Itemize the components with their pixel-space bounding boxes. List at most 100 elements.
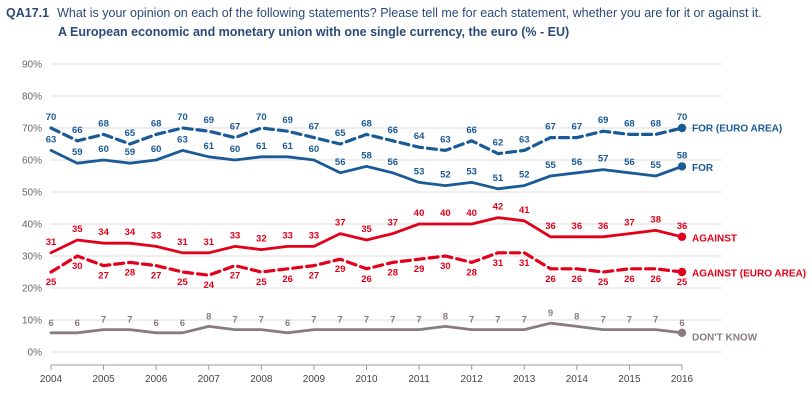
data-label: 7 xyxy=(311,315,316,326)
series-label-for-euro-area: FOR (EURO AREA) xyxy=(692,124,782,135)
x-tick-label: 2014 xyxy=(566,374,589,385)
data-label: 56 xyxy=(624,157,635,168)
y-tick-label: 20% xyxy=(22,284,42,295)
data-label: 33 xyxy=(309,230,320,241)
data-label: 6 xyxy=(154,318,159,329)
data-label: 40 xyxy=(466,208,477,219)
x-tick-label: 2016 xyxy=(671,374,694,385)
data-label: 7 xyxy=(232,315,237,326)
x-tick-label: 2005 xyxy=(92,374,115,385)
series-line-for xyxy=(49,148,684,191)
series-line-don-t-know xyxy=(49,321,684,335)
data-label: 8 xyxy=(443,311,448,322)
data-label: 30 xyxy=(440,261,451,272)
data-label: 66 xyxy=(466,125,477,136)
data-label: 67 xyxy=(572,122,583,133)
data-label: 7 xyxy=(338,315,343,326)
data-label: 70 xyxy=(177,112,188,123)
data-label: 31 xyxy=(493,258,504,269)
data-label: 65 xyxy=(335,128,346,139)
data-label: 58 xyxy=(361,150,372,161)
data-label: 8 xyxy=(574,311,579,322)
data-label: 63 xyxy=(440,134,451,145)
series-line-for-euro-area xyxy=(49,126,684,156)
x-tick-label: 2012 xyxy=(461,374,484,385)
end-marker-against xyxy=(677,232,687,241)
data-label: 26 xyxy=(361,274,372,285)
data-label: 67 xyxy=(545,122,556,133)
data-label: 27 xyxy=(230,271,241,282)
data-label: 56 xyxy=(335,157,346,168)
data-label: 9 xyxy=(548,308,553,319)
data-label: 67 xyxy=(309,122,320,133)
chart-subtitle: A European economic and monetary union w… xyxy=(58,25,570,39)
y-tick-label: 30% xyxy=(22,252,42,263)
data-label: 63 xyxy=(177,134,188,145)
data-label: 6 xyxy=(679,318,684,329)
y-tick-label: 40% xyxy=(22,220,42,231)
data-label: 30 xyxy=(72,261,83,272)
data-label: 68 xyxy=(624,118,635,129)
data-label: 33 xyxy=(230,230,241,241)
data-label: 29 xyxy=(335,264,346,275)
series-label-for: FOR xyxy=(692,163,714,174)
data-label: 62 xyxy=(493,138,504,149)
data-label: 33 xyxy=(282,230,293,241)
data-label: 68 xyxy=(361,118,372,129)
question-code: QA17.1 xyxy=(6,6,50,20)
data-label: 52 xyxy=(440,170,451,181)
series-line-against xyxy=(49,216,684,255)
y-tick-label: 60% xyxy=(22,156,42,167)
end-marker-for xyxy=(677,162,687,171)
data-label: 56 xyxy=(388,157,399,168)
data-label: 29 xyxy=(414,264,425,275)
data-label: 68 xyxy=(151,118,162,129)
data-label: 59 xyxy=(72,147,83,158)
data-label: 25 xyxy=(177,277,188,288)
data-label: 66 xyxy=(388,125,399,136)
x-tick-label: 2015 xyxy=(618,374,641,385)
data-label: 6 xyxy=(180,318,185,329)
data-label: 34 xyxy=(98,227,109,238)
data-label: 42 xyxy=(493,202,504,213)
question-text: What is your opinion on each of the foll… xyxy=(57,6,762,20)
series-label-against-euro-area: AGAINST (EURO AREA) xyxy=(692,269,806,280)
y-tick-label: 10% xyxy=(22,316,42,327)
data-label: 55 xyxy=(545,160,556,171)
data-label: 7 xyxy=(364,315,369,326)
data-label: 70 xyxy=(46,112,57,123)
x-tick-label: 2006 xyxy=(145,374,168,385)
data-label: 69 xyxy=(598,115,609,126)
end-marker-for-euro-area xyxy=(677,123,687,133)
data-label: 35 xyxy=(361,224,372,235)
x-tick-label: 2011 xyxy=(408,374,430,385)
data-label: 7 xyxy=(101,315,106,326)
data-label: 61 xyxy=(203,141,214,152)
data-label: 31 xyxy=(46,237,57,248)
data-label: 69 xyxy=(203,115,214,126)
x-tick-label: 2013 xyxy=(513,374,536,385)
data-label: 26 xyxy=(650,274,661,285)
data-label: 26 xyxy=(545,274,556,285)
end-marker-against-euro-area xyxy=(677,267,687,277)
data-label: 35 xyxy=(72,224,83,235)
data-label: 68 xyxy=(98,118,109,129)
data-label: 60 xyxy=(309,144,320,155)
data-label: 28 xyxy=(466,267,477,278)
data-label: 63 xyxy=(46,134,57,145)
data-label: 56 xyxy=(572,157,583,168)
data-label: 60 xyxy=(230,144,241,155)
data-label: 7 xyxy=(600,315,605,326)
data-label: 7 xyxy=(495,315,500,326)
data-label: 36 xyxy=(545,221,556,232)
data-label: 53 xyxy=(414,166,425,177)
data-label: 55 xyxy=(650,160,661,171)
data-label: 67 xyxy=(230,122,241,133)
data-label: 37 xyxy=(624,218,635,229)
y-tick-label: 80% xyxy=(22,92,42,103)
data-label: 58 xyxy=(677,150,688,161)
y-tick-label: 50% xyxy=(22,188,42,199)
data-label: 25 xyxy=(256,277,267,288)
series-line-against-euro-area xyxy=(49,251,684,277)
data-label: 7 xyxy=(259,315,264,326)
